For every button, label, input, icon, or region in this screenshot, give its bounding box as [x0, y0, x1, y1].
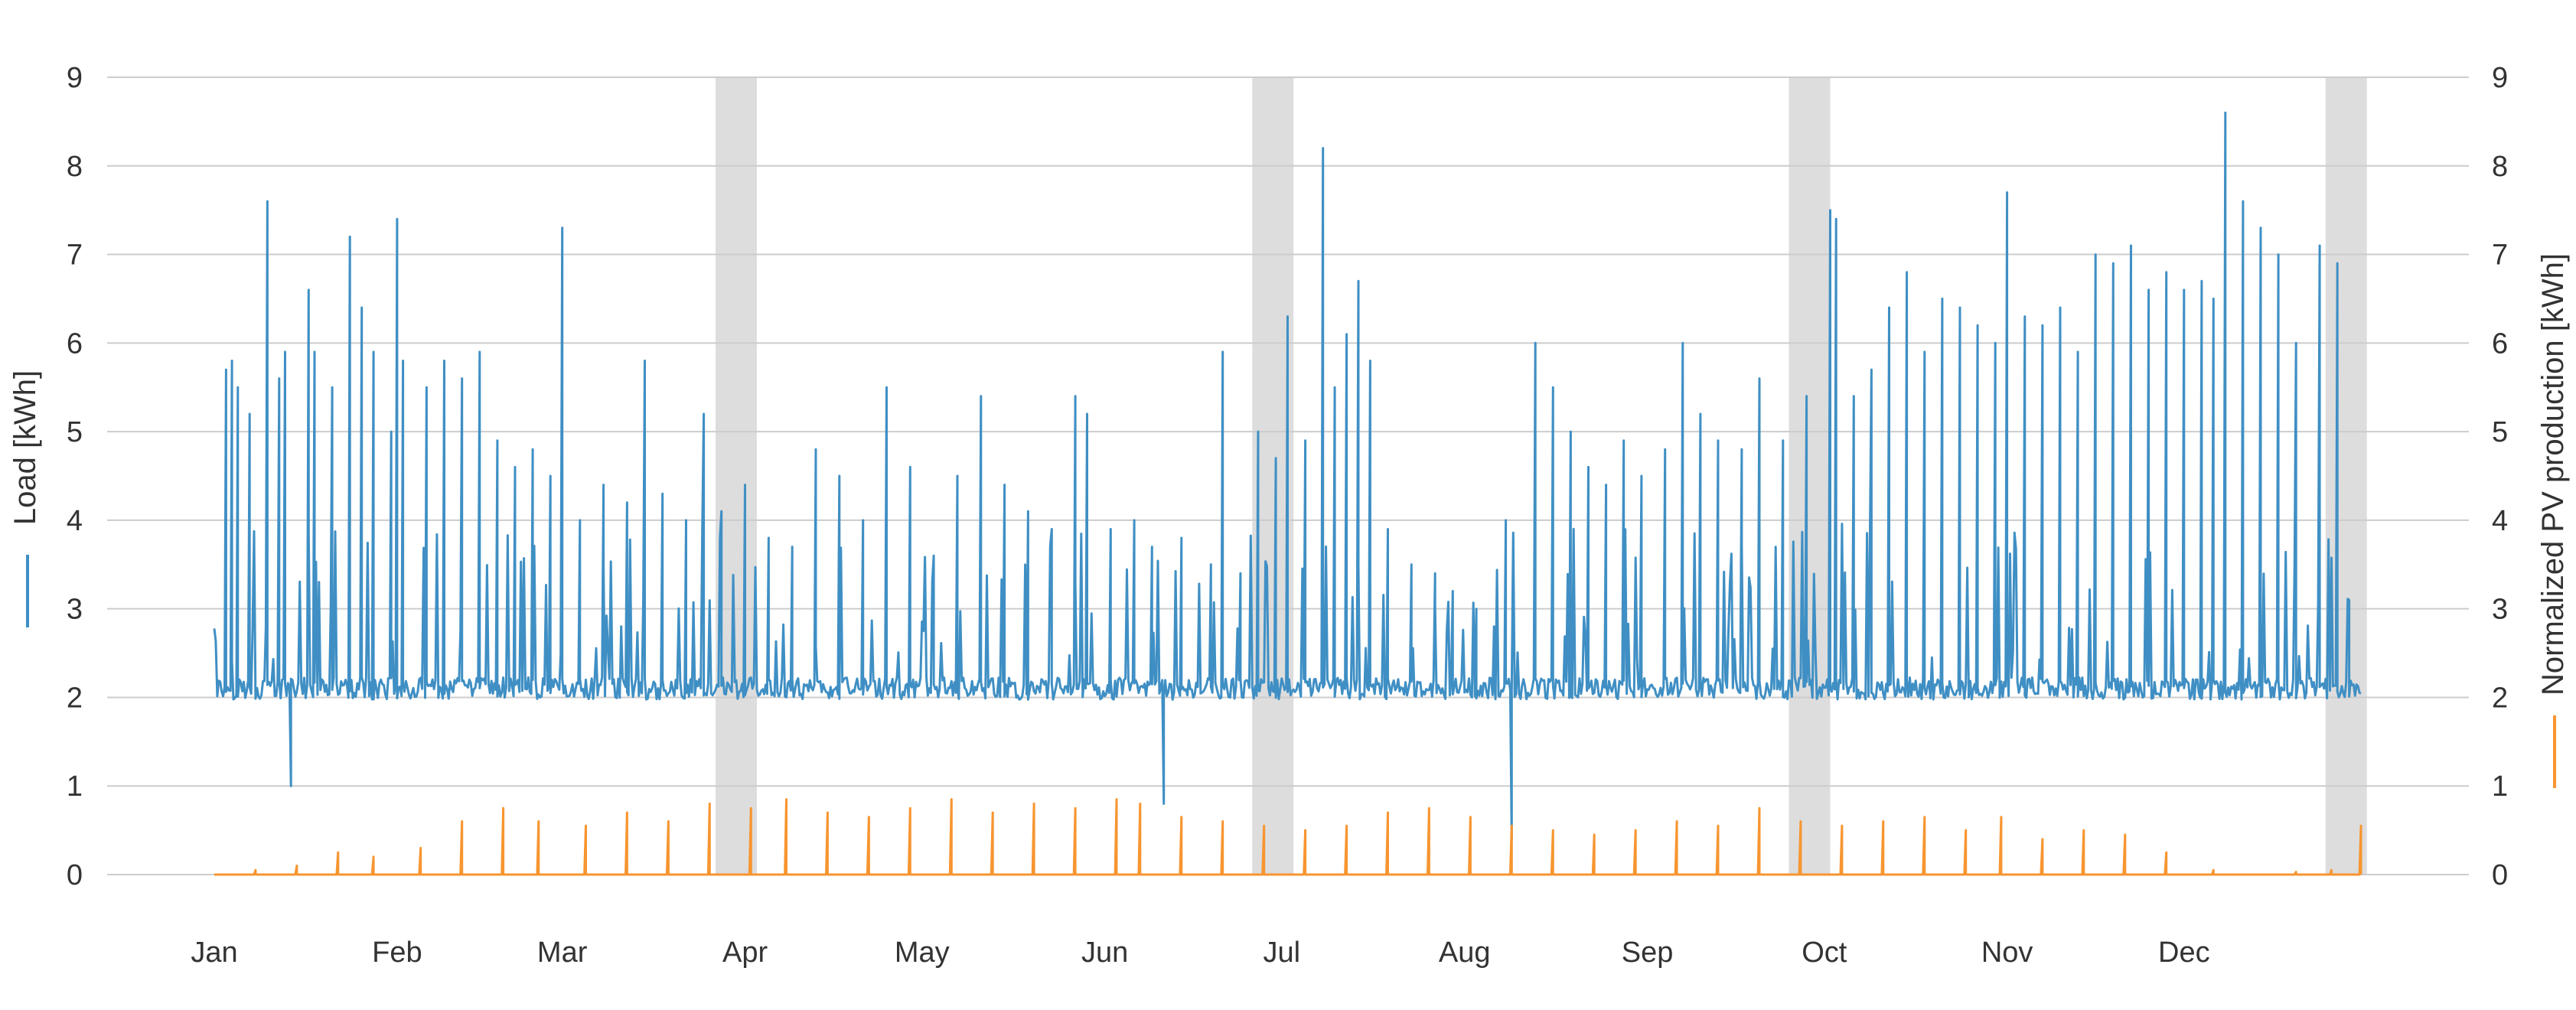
right-y-tick-label: 7: [2492, 239, 2508, 272]
right-axis-title: Normalized PV production [kWh]: [2536, 253, 2570, 696]
x-tick-label: May: [895, 937, 950, 969]
x-tick-label: Oct: [1802, 937, 1847, 969]
right-y-tick-label: 1: [2492, 771, 2508, 803]
right-axis-title-group: Normalized PV production [kWh]: [2536, 253, 2570, 788]
left-y-axis: 0 1 2 3 4 5 6 7 8 9: [67, 62, 83, 891]
x-tick-label: Mar: [537, 937, 588, 969]
shaded-period-3: [1789, 77, 1831, 875]
x-tick-label: Jan: [191, 937, 237, 969]
right-y-tick-label: 9: [2492, 62, 2508, 94]
left-y-tick-label: 9: [67, 62, 83, 94]
x-tick-label: Aug: [1439, 937, 1491, 969]
left-y-tick-label: 6: [67, 327, 83, 360]
right-y-tick-label: 4: [2492, 505, 2508, 537]
left-axis-title-group: Load [kWh]: [8, 370, 42, 627]
left-y-tick-label: 8: [67, 151, 83, 183]
shaded-period-4: [2325, 77, 2367, 875]
x-tick-label: Feb: [372, 937, 422, 969]
shaded-periods: [716, 77, 2367, 875]
left-y-tick-label: 4: [67, 505, 83, 537]
left-y-tick-label: 1: [67, 771, 83, 803]
left-y-tick-label: 0: [67, 859, 83, 891]
left-y-tick-label: 5: [67, 416, 83, 448]
right-y-tick-label: 3: [2492, 594, 2508, 626]
left-y-tick-label: 3: [67, 594, 83, 626]
right-y-tick-label: 8: [2492, 151, 2508, 183]
x-tick-label: Jul: [1264, 937, 1301, 969]
x-tick-label: Apr: [722, 937, 768, 969]
x-tick-label: Nov: [1981, 937, 2033, 969]
right-y-tick-label: 5: [2492, 416, 2508, 448]
x-tick-label: Dec: [2158, 937, 2210, 969]
x-tick-label: Jun: [1081, 937, 1128, 969]
shaded-period-1: [716, 77, 757, 875]
series-layer: [213, 111, 2362, 876]
series-line-load: [213, 111, 2362, 841]
x-tick-label: Sep: [1622, 937, 1674, 969]
left-y-tick-label: 2: [67, 682, 83, 714]
right-y-tick-label: 6: [2492, 327, 2508, 360]
left-y-tick-label: 7: [67, 239, 83, 272]
series-line-pv: [214, 798, 2362, 876]
right-y-tick-label: 0: [2492, 859, 2508, 891]
left-axis-title: Load [kWh]: [8, 370, 42, 525]
right-y-axis: 0 1 2 3 4 5 6 7 8 9: [2492, 62, 2508, 891]
x-axis: Jan Feb Mar Apr May Jun Jul Aug Sep Oct Nov Dec: [191, 937, 2209, 969]
right-y-tick-label: 2: [2492, 682, 2508, 714]
